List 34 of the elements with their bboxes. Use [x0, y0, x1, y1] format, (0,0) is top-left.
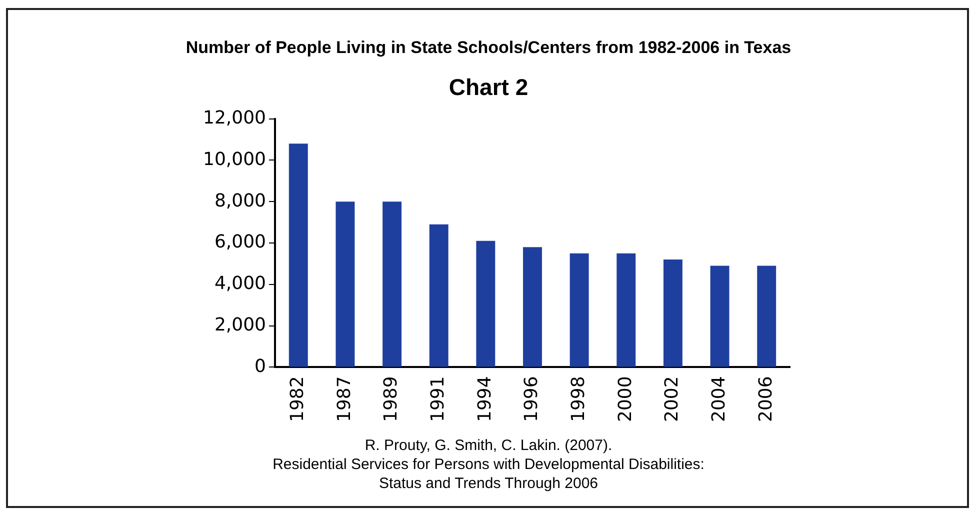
bar	[710, 266, 730, 367]
bar	[616, 253, 636, 367]
x-tick-label: 1987	[334, 376, 355, 422]
bar	[429, 224, 448, 367]
y-tick-label: 12,000	[203, 107, 266, 128]
x-tick-label: 1996	[521, 376, 542, 422]
x-tick-label: 1994	[474, 376, 496, 422]
x-tick-label: 1982	[287, 376, 308, 422]
bar	[476, 240, 496, 367]
bar	[382, 202, 402, 367]
text: Residential Services for Persons with Developmental Disabilities:	[272, 455, 706, 474]
chart-subtitle: Chart 2	[448, 74, 530, 101]
x-tick-label: 2000	[614, 376, 636, 422]
x-tick-label: 2006	[755, 376, 776, 422]
text: Status and Trends Through 2006	[378, 474, 600, 493]
y-tick-label: 8,000	[214, 190, 266, 212]
x-tick-label: 2002	[662, 376, 683, 422]
text: R. Prouty, G. Smith, C. Lakin. (2007).	[364, 436, 614, 455]
y-tick-label: 10,000	[203, 148, 266, 170]
y-tick-label: 2,000	[214, 314, 266, 336]
bar	[663, 260, 682, 367]
x-tick-label: 1989	[380, 376, 402, 422]
x-tick-label: 1991	[428, 376, 449, 422]
bar	[570, 253, 589, 367]
y-tick-label: 0	[254, 356, 266, 377]
x-tick-label: 2004	[708, 376, 730, 422]
bar	[336, 202, 355, 367]
bar	[288, 144, 308, 367]
y-tick-label: 4,000	[214, 273, 266, 294]
chart-title: Number of People Living in State Schools/Centers from 1982-2006 in Texas	[184, 38, 792, 58]
bar	[523, 247, 542, 367]
x-tick-label: 1998	[568, 376, 589, 422]
bar	[757, 266, 776, 367]
y-tick-label: 6,000	[214, 232, 266, 253]
